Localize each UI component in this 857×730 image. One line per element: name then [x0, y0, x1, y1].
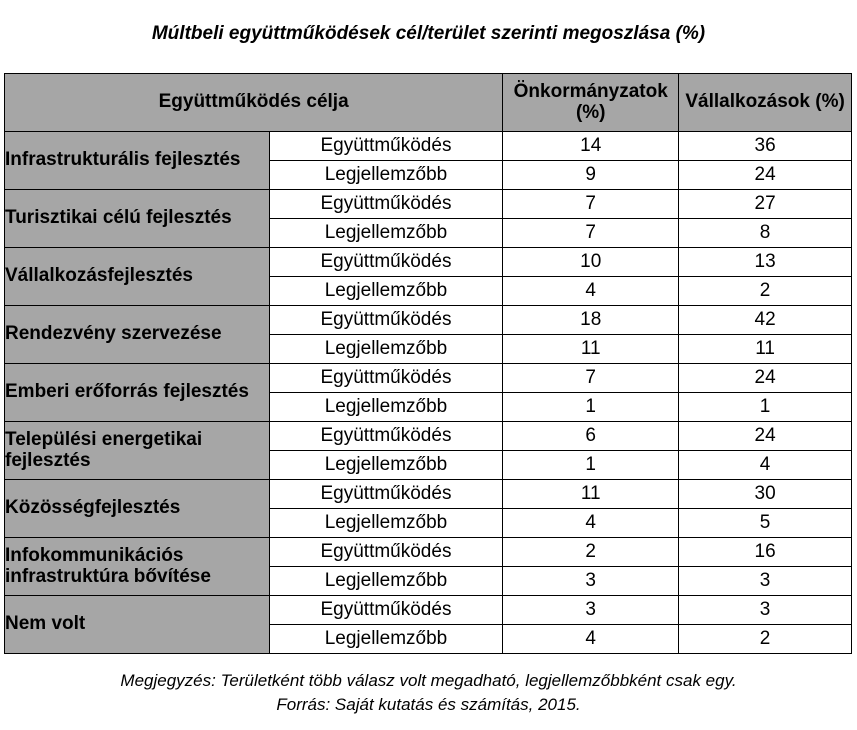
type-cell: Legjellemzőbb: [268, 624, 504, 654]
footnote: Megjegyzés: Területként több válasz volt…: [120, 671, 737, 690]
header-purpose: Együttműködés célja: [3, 73, 504, 132]
table-row: Infrastrukturális fejlesztés Együttműköd…: [4, 131, 852, 190]
companies-value: 36: [678, 131, 852, 161]
source-note: Forrás: Saját kutatás és számítás, 2015.: [276, 695, 581, 714]
municipalities-value: 9: [502, 160, 680, 190]
municipalities-value: 11: [502, 479, 680, 509]
category-cell: Emberi erőforrás fejlesztés: [4, 363, 270, 422]
type-cell: Együttműködés: [268, 189, 504, 219]
companies-value: 16: [678, 537, 852, 567]
table-row: Nem volt Együttműködés 3 3: [4, 595, 852, 654]
table-row: Turisztikai célú fejlesztés Együttműködé…: [4, 189, 852, 248]
municipalities-value: 10: [502, 247, 680, 277]
type-cell: Legjellemzőbb: [268, 450, 504, 480]
type-cell: Együttműködés: [268, 247, 504, 277]
municipalities-value: 11: [502, 334, 680, 364]
companies-value: 27: [678, 189, 852, 219]
type-cell: Legjellemzőbb: [268, 392, 504, 422]
municipalities-value: 14: [502, 131, 680, 161]
cooperation-table: Együttműködés célja Önkormányzatok (%) V…: [3, 73, 852, 654]
municipalities-value: 1: [502, 450, 680, 480]
companies-value: 24: [678, 421, 852, 451]
companies-value: 2: [678, 624, 852, 654]
companies-value: 4: [678, 450, 852, 480]
category-cell: Rendezvény szervezése: [4, 305, 270, 364]
municipalities-value: 3: [502, 595, 680, 625]
municipalities-value: 4: [502, 508, 680, 538]
header-row: Együttműködés célja Önkormányzatok (%) V…: [3, 73, 852, 132]
table-row: Vállalkozásfejlesztés Együttműködés 10 1…: [4, 247, 852, 306]
type-cell: Együttműködés: [268, 421, 504, 451]
type-cell: Legjellemzőbb: [268, 566, 504, 596]
table-row: Legjellemzőbb 4 5: [5, 508, 852, 538]
category-cell: Közösségfejlesztés: [4, 479, 270, 538]
companies-value: 2: [678, 276, 852, 306]
category-cell: Vállalkozásfejlesztés: [4, 247, 270, 306]
header-companies: Vállalkozások (%): [678, 73, 852, 132]
municipalities-value: 4: [502, 276, 680, 306]
table-row: Rendezvény szervezése Együttműködés 18 4…: [4, 305, 852, 364]
type-cell: Együttműködés: [268, 479, 504, 509]
type-cell: Legjellemzőbb: [268, 508, 504, 538]
companies-value: 24: [678, 160, 852, 190]
municipalities-value: 3: [502, 566, 680, 596]
municipalities-value: 4: [502, 624, 680, 654]
municipalities-value: 7: [502, 363, 680, 393]
header-municipalities: Önkormányzatok (%): [502, 73, 680, 132]
type-cell: Legjellemzőbb: [268, 218, 504, 248]
municipalities-value: 1: [502, 392, 680, 422]
table-row: Közösségfejlesztés Együttműködés 11 30: [4, 479, 852, 538]
type-cell: Együttműködés: [268, 131, 504, 161]
table-row: Emberi erőforrás fejlesztés Együttműködé…: [4, 363, 852, 422]
municipalities-value: 7: [502, 189, 680, 219]
table-row: Legjellemzőbb 3 3: [5, 566, 852, 596]
type-cell: Együttműködés: [268, 595, 504, 625]
type-cell: Együttműködés: [268, 305, 504, 335]
companies-value: 24: [678, 363, 852, 393]
municipalities-value: 7: [502, 218, 680, 248]
type-cell: Együttműködés: [268, 363, 504, 393]
companies-value: 1: [678, 392, 852, 422]
category-cell: Nem volt: [4, 595, 270, 654]
municipalities-value: 2: [502, 537, 680, 567]
category-cell: Települési energetikai fejlesztés: [4, 421, 270, 480]
companies-value: 30: [678, 479, 852, 509]
companies-value: 3: [678, 595, 852, 625]
type-cell: Legjellemzőbb: [268, 276, 504, 306]
companies-value: 8: [678, 218, 852, 248]
companies-value: 13: [678, 247, 852, 277]
municipalities-value: 6: [502, 421, 680, 451]
type-cell: Legjellemzőbb: [268, 160, 504, 190]
category-cell: Infokommunikációs infrastruktúra bővítés…: [4, 537, 270, 596]
companies-value: 11: [678, 334, 852, 364]
table-row: Infokommunikációs infrastruktúra bővítés…: [4, 537, 852, 596]
type-cell: Együttműködés: [268, 537, 504, 567]
table-row: Települési energetikai fejlesztés Együtt…: [4, 421, 852, 480]
category-cell: Turisztikai célú fejlesztés: [4, 189, 270, 248]
table-row: Legjellemzőbb 4 2: [5, 624, 852, 654]
companies-value: 3: [678, 566, 852, 596]
companies-value: 42: [678, 305, 852, 335]
municipalities-value: 18: [502, 305, 680, 335]
category-cell: Infrastrukturális fejlesztés: [4, 131, 270, 190]
table-title: Múltbeli együttműködések cél/terület sze…: [151, 23, 706, 44]
type-cell: Legjellemzőbb: [268, 334, 504, 364]
table-row: Legjellemzőbb 9 24: [5, 160, 852, 190]
companies-value: 5: [678, 508, 852, 538]
